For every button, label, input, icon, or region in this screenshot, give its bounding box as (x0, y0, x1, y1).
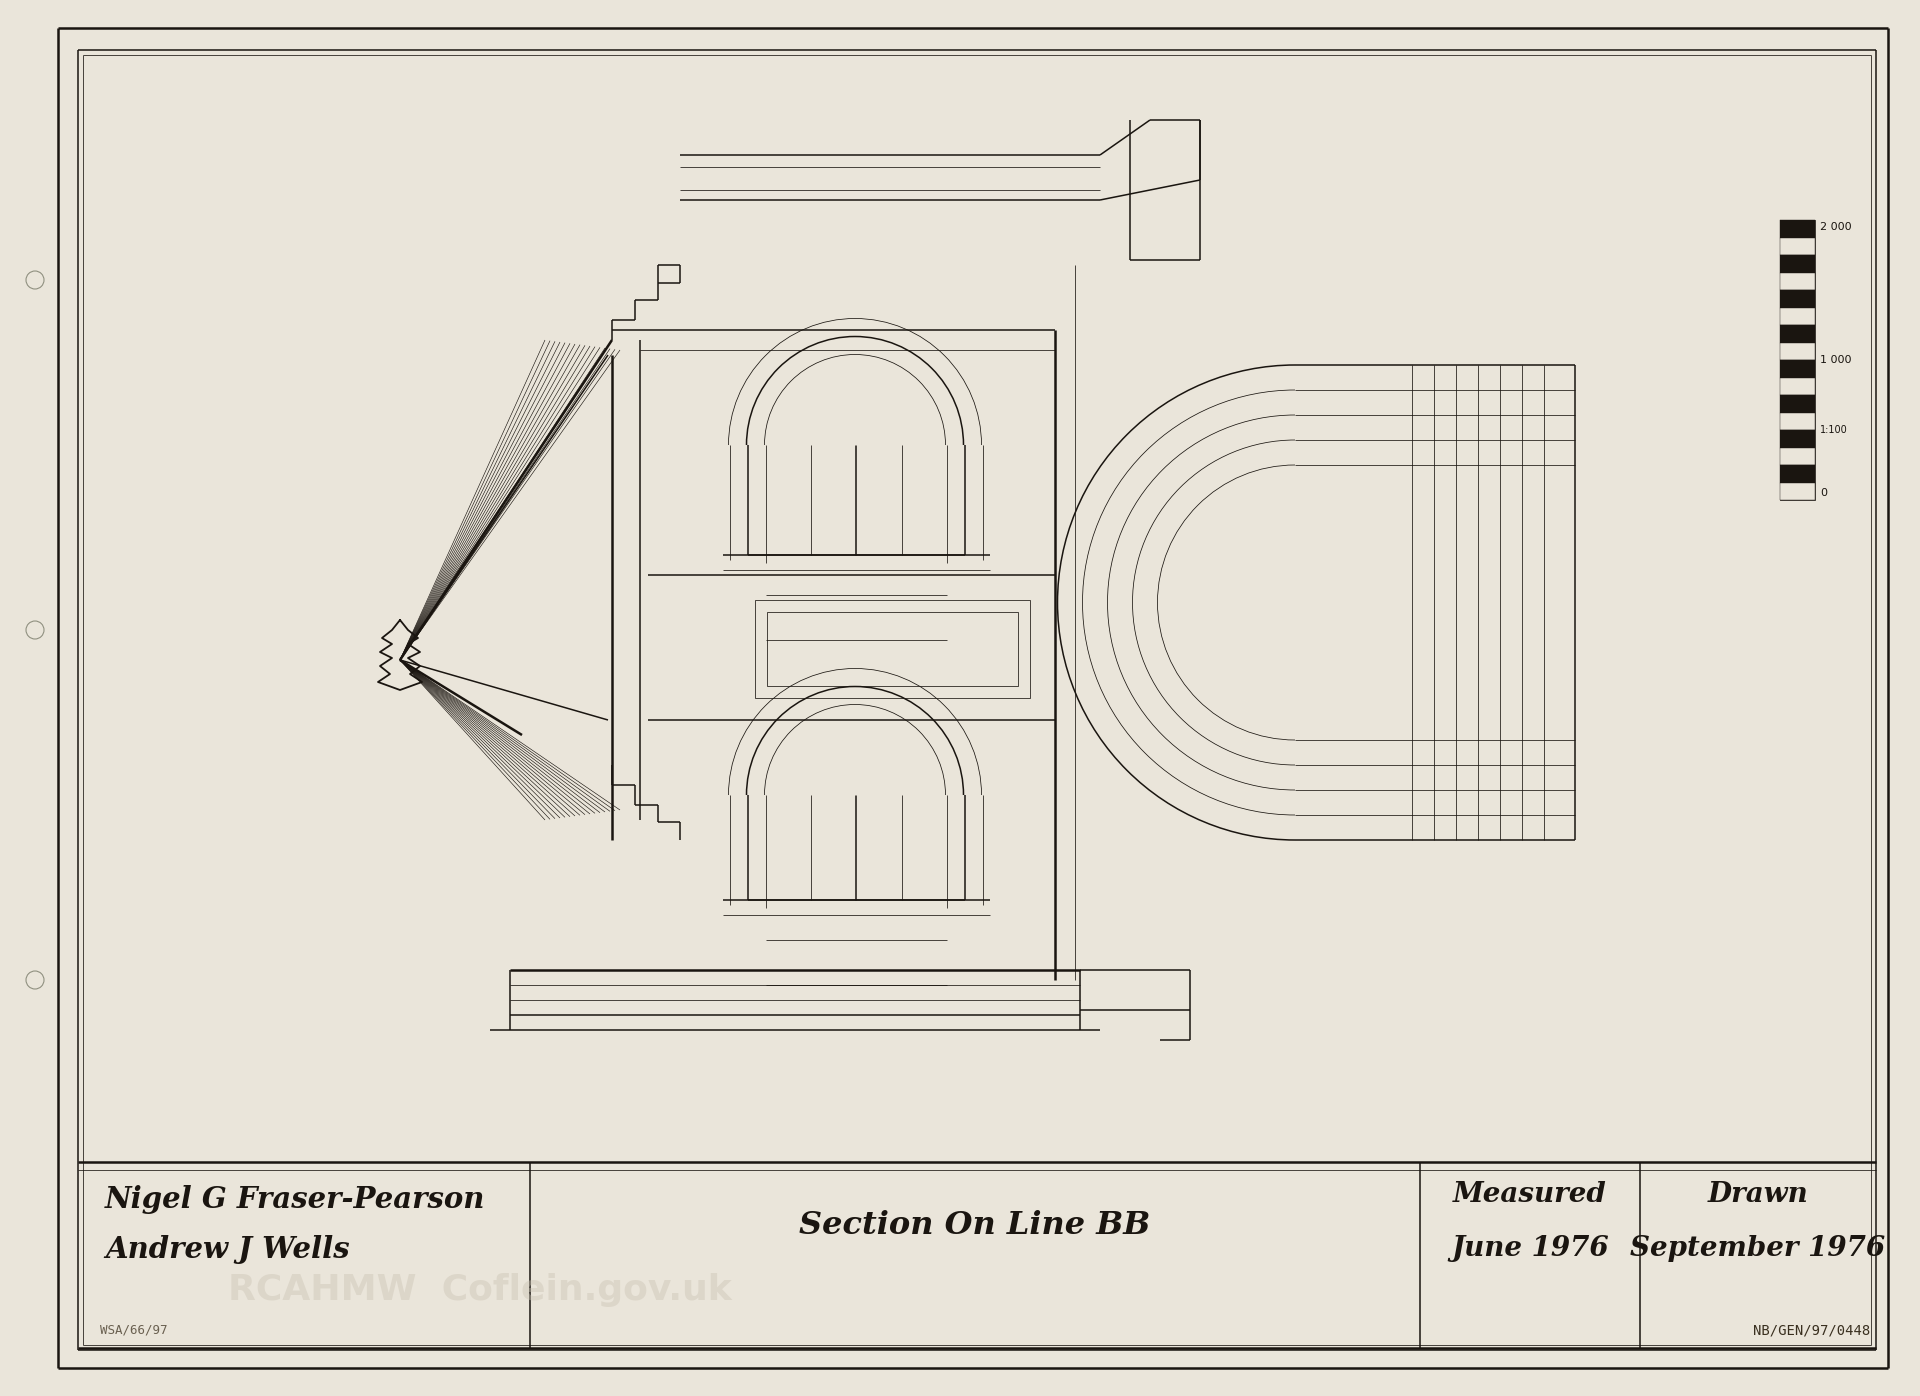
Text: September 1976: September 1976 (1630, 1234, 1885, 1262)
Bar (755, 600, 1029, 698)
Text: Andrew J Wells: Andrew J Wells (106, 1235, 349, 1265)
Text: RCAHMW  Coflein.gov.uk: RCAHMW Coflein.gov.uk (228, 1273, 732, 1307)
Text: Nigel G Fraser-Pearson: Nigel G Fraser-Pearson (106, 1185, 486, 1215)
Text: 1:100: 1:100 (1820, 424, 1847, 436)
Bar (1780, 412, 1814, 430)
Bar (1780, 483, 1814, 500)
Bar (1780, 325, 1814, 342)
Bar (1780, 237, 1814, 255)
Text: 2 000: 2 000 (1820, 222, 1851, 232)
Circle shape (27, 621, 44, 639)
Text: Section On Line BB: Section On Line BB (799, 1209, 1150, 1241)
Bar (1780, 307, 1814, 325)
Text: WSA/66/97: WSA/66/97 (100, 1323, 167, 1336)
Bar (1780, 272, 1814, 290)
Bar (1780, 430, 1814, 448)
Text: Measured: Measured (1453, 1181, 1607, 1209)
Text: NB/GEN/97/0448: NB/GEN/97/0448 (1753, 1323, 1870, 1337)
Bar (1780, 377, 1814, 395)
Text: 0: 0 (1820, 489, 1828, 498)
Circle shape (27, 271, 44, 289)
Bar (1780, 255, 1814, 272)
Bar (1780, 290, 1814, 307)
Bar (1780, 221, 1814, 237)
Bar (1780, 465, 1814, 483)
Bar (1780, 395, 1814, 412)
Text: Drawn: Drawn (1707, 1181, 1809, 1209)
Bar (1780, 448, 1814, 465)
Bar (1780, 360, 1814, 377)
Text: 1 000: 1 000 (1820, 355, 1851, 364)
Circle shape (27, 972, 44, 988)
Bar (1780, 221, 1814, 500)
Text: June 1976: June 1976 (1452, 1234, 1609, 1262)
Bar (1780, 342, 1814, 360)
Bar (766, 611, 1018, 685)
